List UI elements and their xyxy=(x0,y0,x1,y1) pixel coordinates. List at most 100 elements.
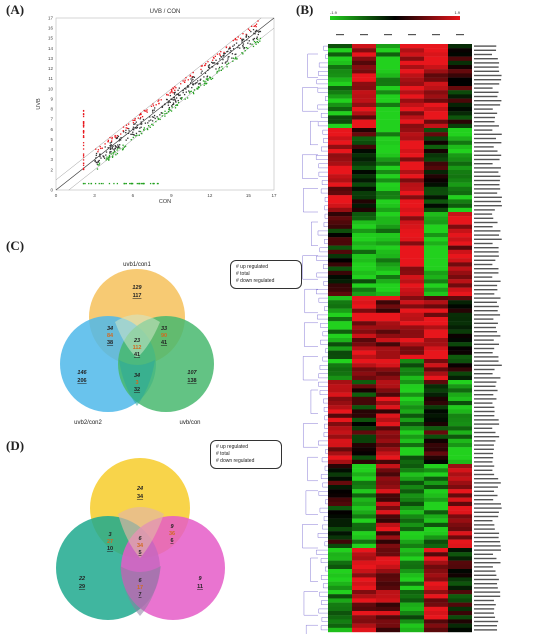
scatter-point xyxy=(188,92,191,94)
heatmap-cell xyxy=(400,287,424,292)
heatmap-col-label xyxy=(432,34,440,36)
scatter-point xyxy=(132,136,134,139)
heatmap-row-label xyxy=(474,612,494,614)
scatter-point xyxy=(151,111,154,113)
venn-c-set-right: uvb/con xyxy=(179,420,200,426)
heatmap-cell xyxy=(400,111,424,116)
heatmap-dendrogram xyxy=(305,490,318,515)
heatmap-cell xyxy=(424,447,448,452)
heatmap-cell xyxy=(328,174,352,179)
scatter-point xyxy=(244,50,246,52)
scatter-point xyxy=(82,121,85,123)
venn-c-lr-total: 3 xyxy=(135,380,138,386)
heatmap-cell xyxy=(328,350,352,355)
scatter-point xyxy=(253,40,256,43)
heatmap-cell xyxy=(352,611,376,616)
scatter-point xyxy=(243,47,246,49)
heatmap-cell xyxy=(448,65,472,70)
venn-d-top-down: 34 xyxy=(137,494,144,500)
heatmap-cell xyxy=(448,308,472,313)
heatmap-dendrogram xyxy=(302,524,318,549)
heatmap-cell xyxy=(424,506,448,511)
heatmap-cell xyxy=(448,224,472,229)
heatmap-cell xyxy=(400,371,424,376)
heatmap-cell xyxy=(376,430,400,435)
heatmap-cell xyxy=(328,212,352,217)
scatter-point xyxy=(146,111,148,113)
scatter-point xyxy=(200,68,202,71)
scatter-point xyxy=(144,122,147,124)
heatmap-cell xyxy=(448,510,472,515)
scatter-point xyxy=(169,92,171,94)
venn-c-tl-up: 34 xyxy=(107,326,113,332)
heatmap-cell xyxy=(352,228,376,234)
scatter-point xyxy=(133,129,135,131)
scatter-ytick: 8 xyxy=(50,107,53,112)
scatter-point xyxy=(151,120,154,122)
heatmap-cell xyxy=(400,291,424,297)
scatter-point xyxy=(82,167,85,169)
heatmap-cell xyxy=(448,321,472,326)
scatter-point xyxy=(227,50,229,52)
heatmap-row-label xyxy=(474,226,493,228)
heatmap-cell xyxy=(376,140,400,145)
heatmap-cell xyxy=(424,111,448,116)
heatmap-row-label xyxy=(474,373,493,375)
heatmap-cell xyxy=(352,497,376,502)
heatmap-cell xyxy=(328,220,352,225)
scatter-point xyxy=(190,78,192,80)
venn-c-set-top: uvb1/con1 xyxy=(123,262,151,268)
heatmap-cell xyxy=(424,128,448,133)
heatmap-cell xyxy=(448,228,472,234)
heatmap-cell xyxy=(400,249,424,255)
venn-d-tl-total: 27 xyxy=(107,539,113,545)
scatter-point xyxy=(109,142,111,144)
heatmap-row-label xyxy=(474,175,501,177)
heatmap-cell xyxy=(400,237,424,242)
heatmap-dendrogram xyxy=(320,188,328,194)
scatter-point xyxy=(117,146,119,149)
scatter-point xyxy=(253,25,255,28)
heatmap-dendrogram xyxy=(325,96,328,101)
heatmap-cell xyxy=(328,518,352,523)
scatter-point xyxy=(256,38,259,40)
heatmap-cell xyxy=(448,207,472,213)
heatmap-cell xyxy=(448,606,472,612)
scatter-point xyxy=(224,62,227,64)
heatmap-cell xyxy=(352,569,376,574)
heatmap-cell xyxy=(448,401,472,406)
scatter-point xyxy=(152,109,154,111)
scatter-point xyxy=(132,122,135,124)
heatmap-cell xyxy=(352,249,376,255)
scatter-point xyxy=(147,122,149,124)
heatmap-cell xyxy=(352,94,376,99)
heatmap-cell xyxy=(328,195,352,200)
scatter-point xyxy=(205,62,207,65)
heatmap-cell xyxy=(352,98,376,103)
scatter-point xyxy=(213,62,216,64)
heatmap-cell xyxy=(448,86,472,91)
heatmap-cell xyxy=(352,52,376,57)
heatmap-cell xyxy=(328,468,352,473)
heatmap-cell xyxy=(376,207,400,213)
scatter-point xyxy=(112,145,114,147)
scatter-point xyxy=(192,83,194,85)
heatmap-row-label xyxy=(474,557,497,560)
heatmap-cell xyxy=(448,560,472,565)
heatmap-cell xyxy=(424,468,448,473)
scatter-point xyxy=(229,51,231,54)
heatmap-cell xyxy=(376,338,400,343)
heatmap-cell xyxy=(376,312,400,318)
scatter-point xyxy=(220,56,222,58)
heatmap-cell xyxy=(328,207,352,213)
heatmap-cell xyxy=(448,44,472,49)
heatmap-dendrogram xyxy=(316,549,328,555)
scatter-point xyxy=(122,147,124,150)
heatmap-cell xyxy=(400,510,424,515)
heatmap-cell xyxy=(424,350,448,355)
heatmap-cell xyxy=(352,128,376,133)
heatmap-row-label xyxy=(474,440,496,442)
heatmap-cell xyxy=(400,220,424,225)
heatmap-cell xyxy=(448,182,472,187)
heatmap-row-label xyxy=(474,163,493,165)
